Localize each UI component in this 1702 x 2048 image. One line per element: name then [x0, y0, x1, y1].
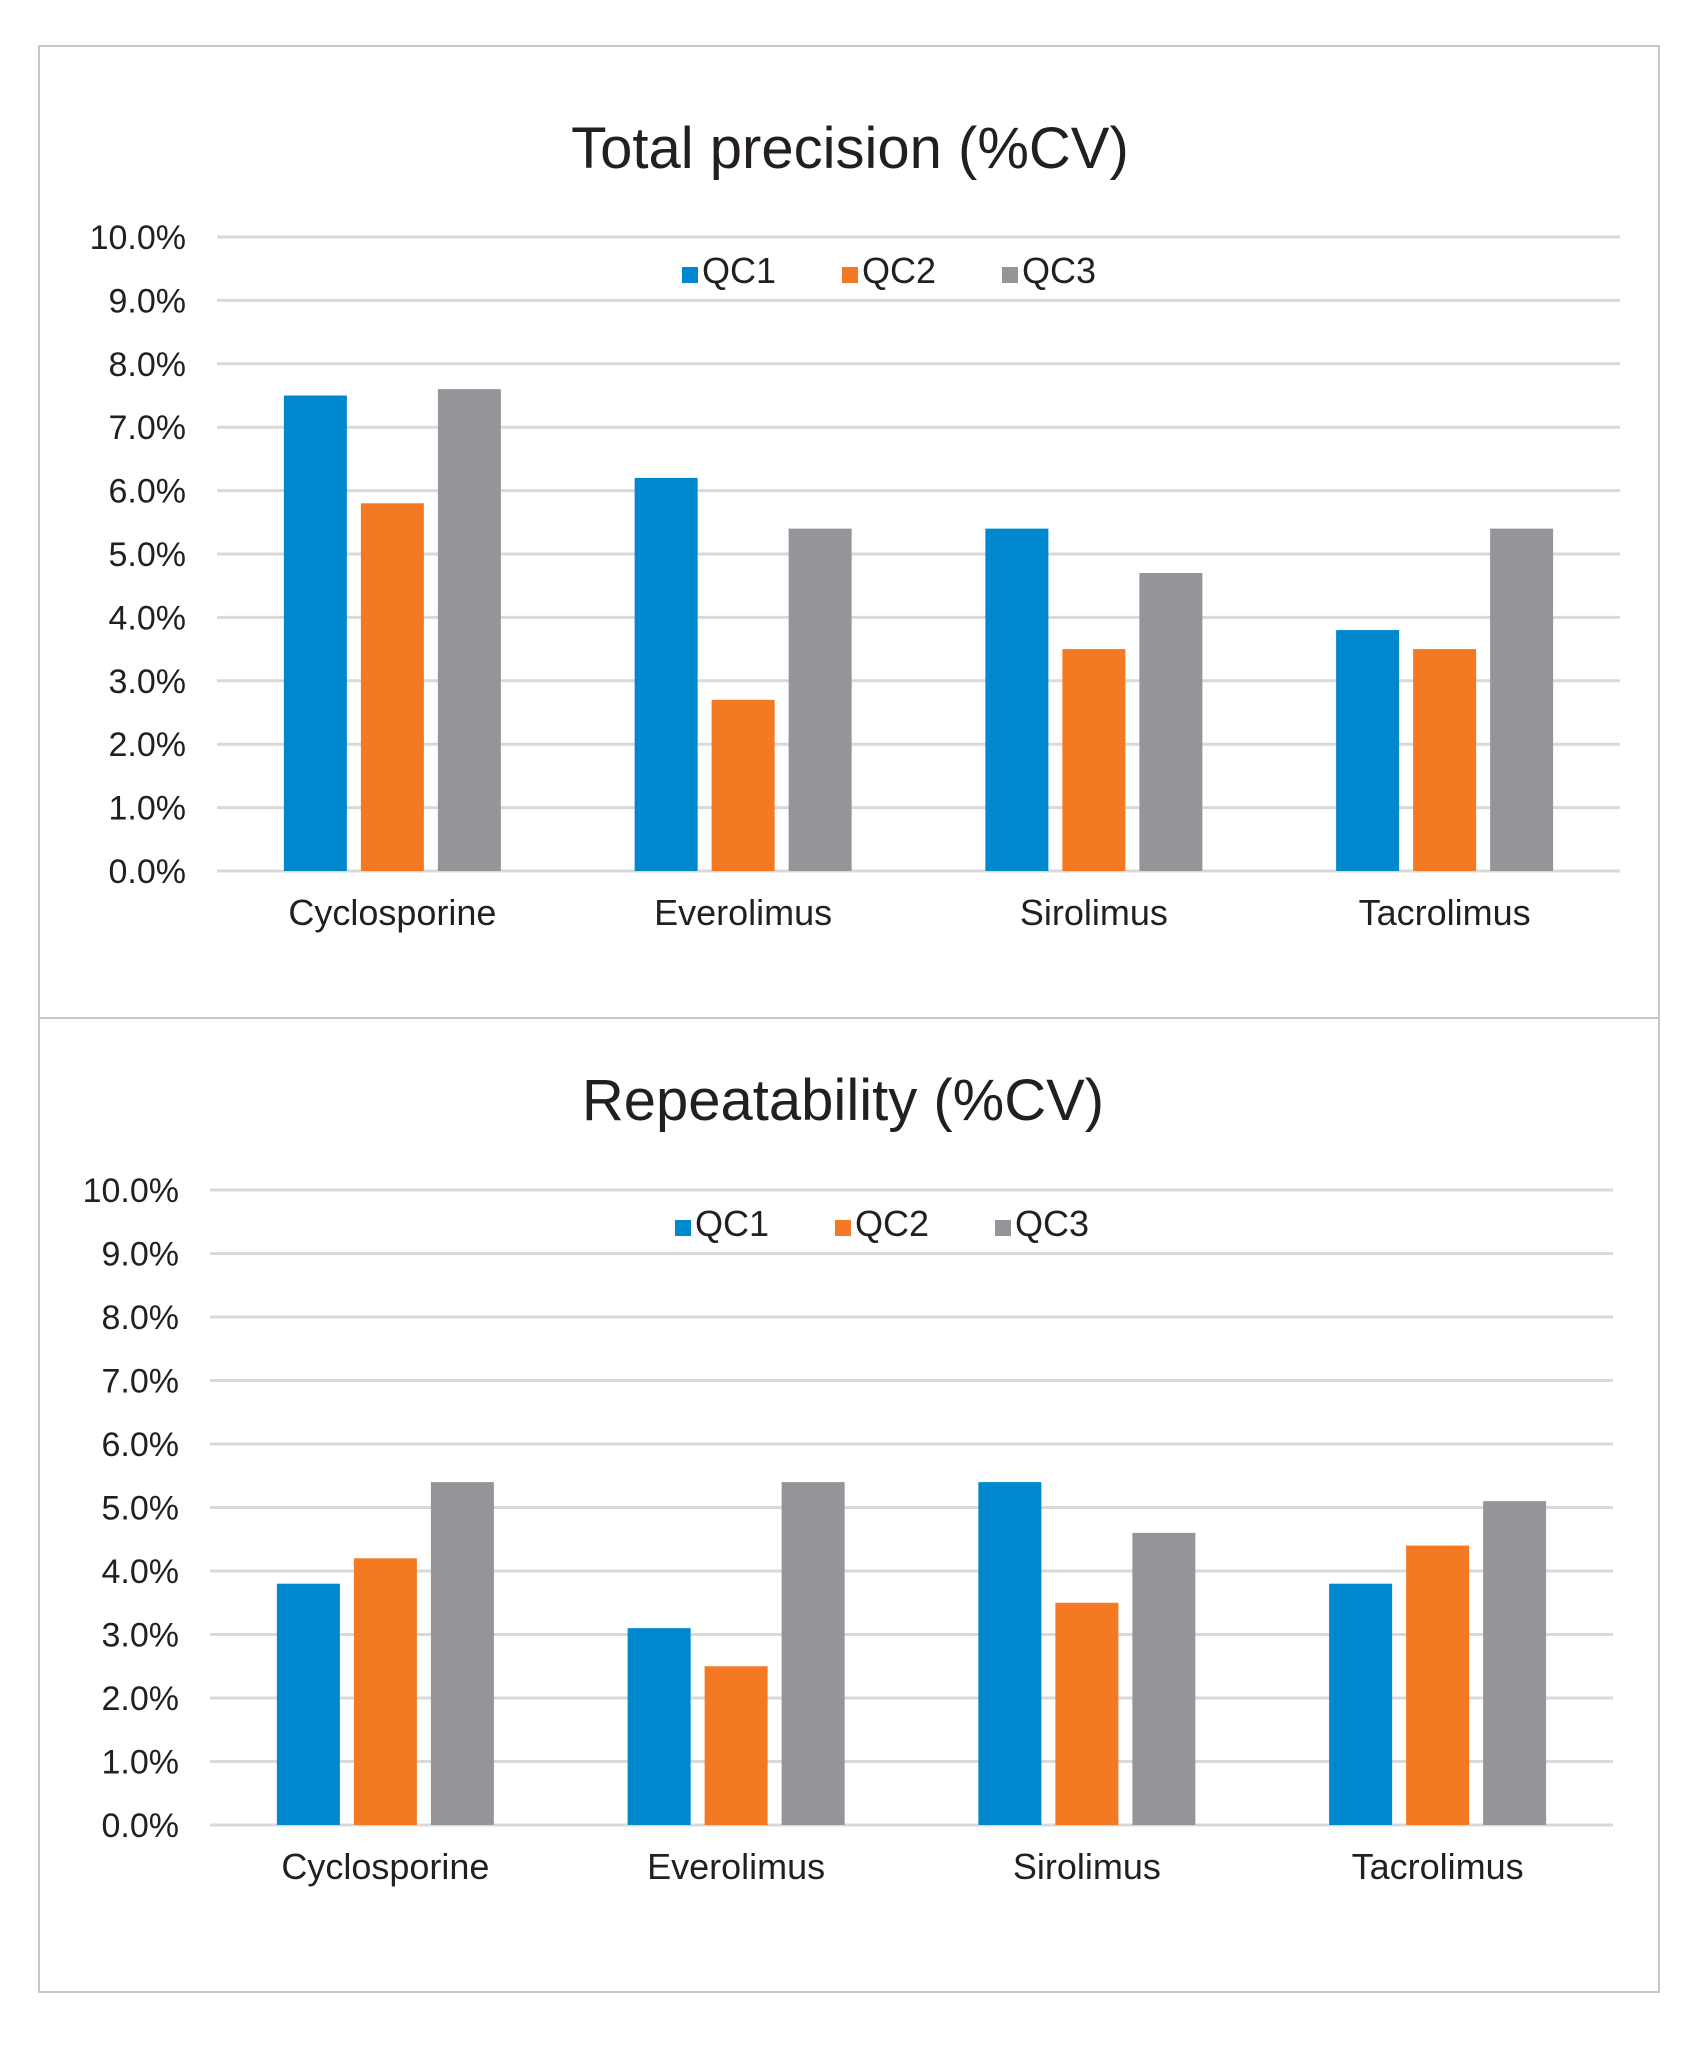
bar-qc2-sirolimus	[1055, 1602, 1119, 1825]
y-tick-label: 3.0%	[109, 663, 187, 701]
chart-title: Repeatability (%CV)	[582, 1068, 1104, 1133]
x-category-label: Everolimus	[647, 1846, 825, 1887]
panel-divider	[38, 1017, 1660, 1019]
y-tick-label: 1.0%	[109, 790, 187, 828]
y-tick-label: 1.0%	[102, 1744, 180, 1782]
y-tick-label: 6.0%	[102, 1426, 180, 1464]
bar-qc1-cyclosporine	[283, 395, 347, 871]
legend-swatch-qc1	[682, 267, 698, 283]
legend-swatch-qc3	[995, 1220, 1011, 1236]
x-category-label: Cyclosporine	[288, 892, 496, 933]
legend-swatch-qc3	[1002, 267, 1018, 283]
bar-qc1-cyclosporine	[276, 1583, 340, 1825]
legend-swatch-qc2	[835, 1220, 851, 1236]
y-tick-label: 3.0%	[102, 1617, 180, 1655]
legend-swatch-qc1	[675, 1220, 691, 1236]
bar-qc2-cyclosporine	[353, 1558, 417, 1825]
x-category-label: Tacrolimus	[1352, 1846, 1524, 1887]
y-tick-label: 9.0%	[109, 282, 187, 320]
bar-qc3-tacrolimus	[1483, 1501, 1547, 1825]
legend-label-qc3: QC3	[1015, 1203, 1089, 1244]
bar-qc2-tacrolimus	[1413, 649, 1477, 871]
y-tick-label: 8.0%	[102, 1299, 180, 1337]
chart-repeatability: Repeatability (%CV) 0.0% 1.0% 2.0% 3.0% 4.0%…	[83, 1068, 1613, 1887]
chart-title: Total precision (%CV)	[571, 116, 1129, 181]
y-tick-label: 10.0%	[90, 219, 186, 257]
y-tick-label: 10.0%	[83, 1172, 179, 1210]
bar-qc3-everolimus	[781, 1482, 845, 1825]
x-category-label: Sirolimus	[1013, 1846, 1161, 1887]
legend-swatch-qc2	[842, 267, 858, 283]
x-category-label: Tacrolimus	[1359, 892, 1531, 933]
bar-qc3-sirolimus	[1139, 573, 1203, 871]
bar-qc3-cyclosporine	[430, 1482, 494, 1825]
y-tick-label: 4.0%	[109, 599, 187, 637]
y-tick-label: 7.0%	[102, 1363, 180, 1401]
y-tick-label: 7.0%	[109, 409, 187, 447]
legend-label-qc2: QC2	[855, 1203, 929, 1244]
y-tick-label: 2.0%	[109, 726, 187, 764]
bar-qc1-everolimus	[627, 1628, 691, 1825]
legend-label-qc1: QC1	[702, 250, 776, 291]
y-tick-label: 0.0%	[109, 853, 187, 891]
bar-qc3-everolimus	[788, 528, 852, 871]
figure-frame	[38, 45, 1660, 1993]
x-category-label: Cyclosporine	[281, 1846, 489, 1887]
bar-qc1-sirolimus	[978, 1482, 1042, 1825]
bar-qc3-cyclosporine	[437, 389, 501, 871]
bar-qc2-sirolimus	[1062, 649, 1126, 871]
y-tick-label: 9.0%	[102, 1236, 180, 1274]
legend-label-qc1: QC1	[695, 1203, 769, 1244]
y-tick-label: 8.0%	[109, 346, 187, 384]
legend-label-qc2: QC2	[862, 250, 936, 291]
bar-qc2-everolimus	[704, 1666, 768, 1825]
y-tick-label: 6.0%	[109, 473, 187, 511]
bar-qc3-tacrolimus	[1490, 528, 1554, 871]
bar-qc2-everolimus	[711, 699, 775, 871]
bar-qc1-everolimus	[634, 477, 698, 871]
x-category-label: Sirolimus	[1020, 892, 1168, 933]
bar-qc2-tacrolimus	[1406, 1545, 1470, 1825]
bar-qc1-sirolimus	[985, 528, 1049, 871]
y-tick-label: 5.0%	[109, 536, 187, 574]
bar-qc1-tacrolimus	[1329, 1583, 1393, 1825]
chart-total-precision: Total precision (%CV) 0.0% 1.0% 2.0% 3.0% 4.…	[90, 116, 1620, 933]
y-tick-label: 5.0%	[102, 1490, 180, 1528]
bar-qc2-cyclosporine	[360, 503, 424, 871]
y-tick-label: 2.0%	[102, 1680, 180, 1718]
y-tick-label: 4.0%	[102, 1553, 180, 1591]
bar-qc3-sirolimus	[1132, 1532, 1196, 1825]
y-tick-label: 0.0%	[102, 1807, 180, 1845]
bar-qc1-tacrolimus	[1336, 630, 1400, 871]
legend-label-qc3: QC3	[1022, 250, 1096, 291]
x-category-label: Everolimus	[654, 892, 832, 933]
